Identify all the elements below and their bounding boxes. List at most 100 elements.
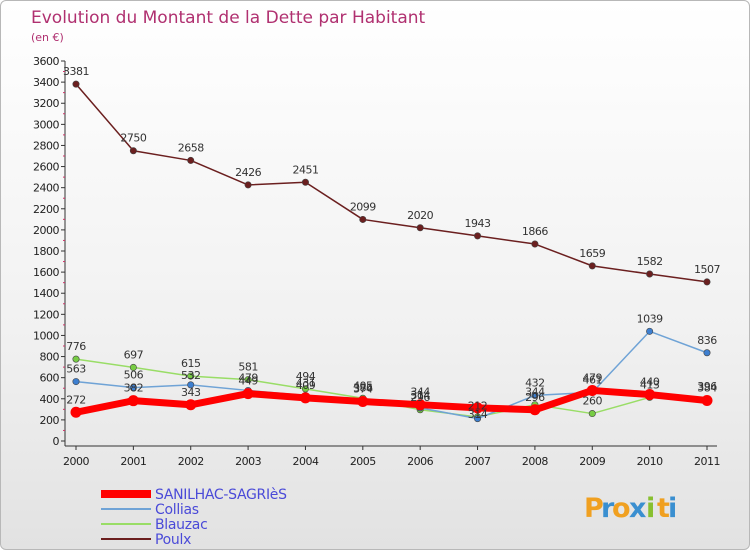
y-tick-label: 3200	[33, 97, 59, 110]
data-label: 344	[410, 386, 430, 399]
series-line-3	[75, 83, 708, 283]
data-label: 479	[238, 371, 258, 384]
data-label: 2020	[407, 209, 433, 222]
legend-label: Poulx	[155, 532, 191, 548]
data-point	[359, 215, 367, 223]
data-point	[185, 399, 197, 411]
y-tick-label: 2800	[33, 139, 59, 152]
data-label: 581	[238, 361, 258, 374]
data-label: 479	[583, 371, 603, 384]
data-point	[129, 147, 137, 155]
data-label: 697	[124, 348, 144, 361]
x-tick-label: 2004	[292, 455, 318, 468]
y-tick-label: 200	[40, 414, 60, 427]
data-label: 405	[353, 379, 373, 392]
logo-letter: t	[657, 493, 670, 524]
data-label: 382	[124, 382, 144, 395]
y-tick-label: 1600	[33, 266, 59, 279]
series-line-2	[75, 358, 708, 418]
chart-title: Evolution du Montant de la Dette par Hab…	[31, 8, 426, 28]
legend-label: Blauzac	[155, 517, 207, 533]
data-point	[531, 391, 539, 399]
data-point	[414, 399, 426, 411]
y-tick-label: 2400	[33, 182, 59, 195]
data-label: 212	[468, 400, 488, 413]
data-point	[70, 406, 82, 418]
data-point	[127, 395, 139, 407]
data-point	[586, 384, 598, 396]
data-point	[244, 181, 252, 189]
x-tick-label: 2005	[350, 455, 376, 468]
y-tick-label: 1400	[33, 287, 59, 300]
x-tick-label: 2011	[694, 455, 720, 468]
y-tick-label: 1800	[33, 245, 59, 258]
data-label: 1507	[694, 263, 720, 276]
y-tick-label: 3400	[33, 76, 59, 89]
logo-letter: x	[629, 493, 646, 524]
logo-letter: P	[584, 493, 604, 524]
x-tick-label: 2008	[522, 455, 548, 468]
y-tick-label: 3000	[33, 118, 59, 131]
x-tick-label: 2002	[178, 455, 204, 468]
logo-letter: i	[668, 493, 677, 524]
y-tick-label: 2000	[33, 224, 59, 237]
logo-letter: r	[601, 493, 615, 524]
data-label: 409	[296, 379, 316, 392]
x-tick-label: 2001	[120, 455, 146, 468]
data-label: 296	[410, 391, 430, 404]
data-label: 260	[583, 395, 603, 408]
data-label: 1659	[579, 247, 605, 260]
y-tick-label: 3600	[33, 55, 59, 68]
data-label: 615	[181, 357, 201, 370]
data-label: 384	[697, 381, 717, 394]
data-point	[529, 404, 541, 416]
y-tick-label: 2200	[33, 203, 59, 216]
data-point	[416, 224, 424, 232]
x-tick-label: 2006	[407, 455, 433, 468]
data-point	[72, 355, 80, 363]
data-label: 2099	[350, 200, 376, 213]
data-point	[301, 178, 309, 186]
data-label: 314	[410, 389, 430, 402]
data-point	[644, 389, 656, 401]
data-label: 1039	[637, 312, 663, 325]
data-point	[242, 388, 254, 400]
x-tick-label: 2000	[63, 455, 89, 468]
data-point	[187, 156, 195, 164]
data-point	[474, 232, 482, 240]
data-point	[646, 327, 654, 335]
data-label: 343	[181, 386, 201, 399]
data-point	[646, 270, 654, 278]
y-tick-label: 0	[53, 435, 60, 448]
data-label: 396	[697, 380, 717, 393]
y-tick-label: 1000	[33, 329, 59, 342]
data-label: 2426	[235, 166, 261, 179]
data-label: 432	[525, 376, 545, 389]
data-label: 461	[583, 373, 603, 386]
data-label: 344	[525, 386, 545, 399]
data-label: 2658	[178, 141, 204, 154]
data-label: 1866	[522, 225, 548, 238]
x-tick-label: 2007	[465, 455, 491, 468]
series-line-0	[75, 386, 708, 416]
axes: 0 200 400 600 800 1000 1200 1400 1600 1800 2000 220…	[33, 55, 721, 468]
data-point	[72, 80, 80, 88]
logo-letter: o	[612, 493, 631, 524]
x-tick-label: 2009	[579, 455, 605, 468]
data-label: 413	[640, 378, 660, 391]
data-point	[531, 240, 539, 248]
logo-letter: i	[646, 493, 655, 524]
data-point	[703, 349, 711, 357]
data-label: 314	[468, 408, 488, 421]
data-point	[588, 262, 596, 270]
data-point	[129, 384, 137, 392]
y-tick-label: 800	[40, 351, 60, 364]
data-label: 374	[353, 383, 373, 396]
data-point	[472, 402, 484, 414]
data-point	[474, 415, 482, 423]
data-point	[701, 394, 713, 406]
